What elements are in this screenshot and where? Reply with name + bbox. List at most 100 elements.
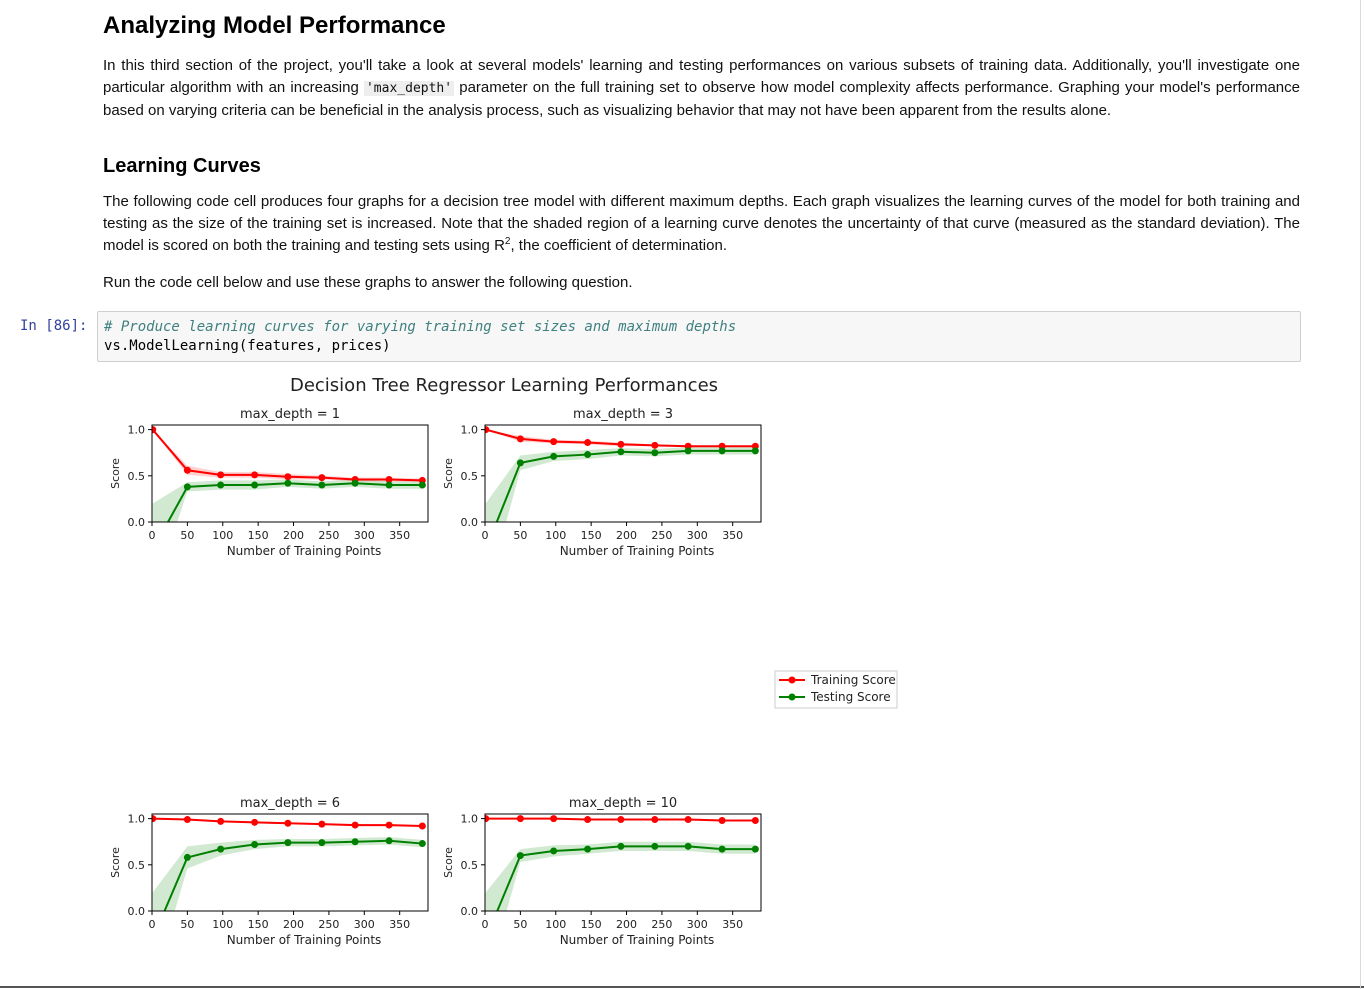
testing-score-point <box>550 452 558 460</box>
subplot-plot-area <box>482 815 759 942</box>
x-tick-label: 350 <box>389 529 410 542</box>
y-tick-label: 0.0 <box>461 516 479 529</box>
x-tick-label: 300 <box>687 529 708 542</box>
training-score-point <box>418 822 426 830</box>
x-tick-label: 50 <box>513 529 527 542</box>
y-tick-label: 0.5 <box>128 470 146 483</box>
y-tick-label: 0.5 <box>461 859 479 872</box>
legend-box <box>774 670 898 709</box>
subplot-plot-area <box>482 426 759 553</box>
testing-score-point <box>217 481 225 489</box>
subplot-2: max_depth = 3 0 50 100 150 200 250 300 350 0.0 0.5… <box>442 407 762 558</box>
subplot-frame <box>484 813 762 912</box>
testing-score-point <box>318 481 326 489</box>
testing-score-point <box>584 845 592 853</box>
section-title: Analyzing Model Performance <box>103 12 446 39</box>
testing-score-point <box>251 481 259 489</box>
testing-score-point <box>516 852 524 860</box>
training-score-point <box>217 817 225 825</box>
training-score-point <box>385 821 393 829</box>
testing-score-point <box>718 845 726 853</box>
training-score-point <box>516 815 524 823</box>
testing-score-point <box>482 546 489 553</box>
testing-score-point <box>516 459 524 467</box>
training-score-point <box>617 816 625 824</box>
cell-prompt: In [86]: <box>20 318 88 334</box>
training-score-point <box>385 476 393 484</box>
testing-score-point <box>617 842 625 850</box>
x-tick-label: 100 <box>545 529 566 542</box>
x-tick-label: 100 <box>212 529 233 542</box>
testing-score-point <box>751 447 759 455</box>
x-tick-label: 200 <box>616 529 637 542</box>
subplot-3: max_depth = 6 0 50 100 150 200 250 300 350 0.0 0.5… <box>109 796 429 947</box>
y-tick-label: 0.5 <box>128 859 146 872</box>
testing-score-point <box>651 449 659 457</box>
training-score-point <box>617 440 625 448</box>
testing-score-point <box>149 546 156 553</box>
training-score-point <box>718 816 726 824</box>
x-tick-label: 350 <box>722 918 743 931</box>
x-tick-label: 0 <box>149 918 156 931</box>
x-tick-label: 200 <box>616 918 637 931</box>
inline-code-max-depth: 'max_depth' <box>363 81 455 96</box>
run-instruction-block: Run the code cell below and use these gr… <box>103 272 1300 294</box>
y-axis-label: Score <box>442 847 455 878</box>
training-score-point <box>152 815 157 823</box>
testing-score-point <box>651 842 659 850</box>
testing-score-point <box>482 935 489 942</box>
code-line: vs.ModelLearning(features, prices) <box>104 338 391 354</box>
x-tick-label: 150 <box>581 918 602 931</box>
x-tick-label: 200 <box>283 529 304 542</box>
y-axis-label: Score <box>109 458 122 489</box>
subplot-title: max_depth = 3 <box>573 407 673 422</box>
y-tick-label: 1.0 <box>461 813 479 826</box>
intro-text-2: parameter on the full training set to ob… <box>103 79 1300 119</box>
training-score-point <box>284 473 292 481</box>
x-tick-label: 350 <box>722 529 743 542</box>
training-score-point <box>152 426 157 434</box>
learning-curves-figure: Decision Tree Regressor Learning Perform… <box>109 375 898 947</box>
testing-score-point <box>217 845 225 853</box>
x-tick-label: 100 <box>212 918 233 931</box>
subplot-plot-area <box>152 815 426 911</box>
x-tick-label: 150 <box>248 918 269 931</box>
training-score-point <box>651 441 659 449</box>
subplot-plot-area <box>149 426 426 553</box>
x-axis-label: Number of Training Points <box>227 544 382 558</box>
figure-title: Decision Tree Regressor Learning Perform… <box>290 375 718 396</box>
training-score-point <box>550 438 558 446</box>
testing-score-point <box>385 837 393 845</box>
training-score-point <box>485 815 490 823</box>
training-score-point <box>251 818 259 826</box>
x-axis-label: Number of Training Points <box>227 933 382 947</box>
training-score-point <box>217 471 225 479</box>
training-score-point <box>251 471 259 479</box>
training-score-point <box>651 816 659 824</box>
code-cell[interactable]: # Produce learning curves for varying tr… <box>97 311 1301 362</box>
subplot-frame <box>151 813 429 912</box>
training-score-point <box>584 439 592 447</box>
x-tick-label: 350 <box>389 918 410 931</box>
y-tick-label: 0.0 <box>128 516 146 529</box>
x-tick-label: 300 <box>687 918 708 931</box>
training-score-point <box>584 816 592 824</box>
x-tick-label: 250 <box>318 918 339 931</box>
x-tick-label: 50 <box>180 529 194 542</box>
subplot-title: max_depth = 1 <box>240 407 340 422</box>
learning-curves-paragraph: The following code cell produces four gr… <box>103 191 1300 257</box>
x-tick-label: 150 <box>248 529 269 542</box>
testing-score-point <box>418 840 426 848</box>
testing-score-point <box>751 845 759 853</box>
y-tick-label: 1.0 <box>461 424 479 437</box>
x-tick-label: 250 <box>651 529 672 542</box>
legend-marker <box>788 676 796 684</box>
x-tick-label: 200 <box>283 918 304 931</box>
testing-score-point <box>351 479 359 487</box>
y-axis-label: Score <box>109 847 122 878</box>
testing-score-point <box>584 451 592 459</box>
training-score-point <box>351 821 359 829</box>
testing-std-band <box>152 837 423 911</box>
scrollbar-edge <box>1360 0 1361 989</box>
testing-std-band <box>152 479 423 522</box>
